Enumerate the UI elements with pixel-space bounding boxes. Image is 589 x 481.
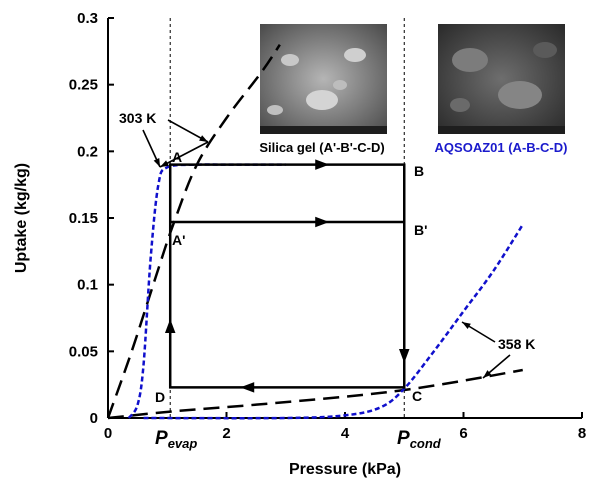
x-tick-labels: 0 2 4 6 8	[104, 425, 586, 442]
cycle-group	[164, 159, 410, 393]
x-tick-label: 0	[104, 425, 112, 442]
pointer-303-to-silica-head	[199, 135, 208, 142]
series-line-silica-gel-303-k	[106, 43, 281, 419]
silica-gel-sem-image	[260, 24, 387, 134]
aqsoaz01-caption: AQSOAZ01 (A-B-C-D)	[435, 140, 568, 155]
annotations-group	[142, 119, 511, 379]
y-tick-label: 0	[90, 410, 98, 427]
series-line-silica-gel-358-k	[107, 368, 523, 420]
silica-gel-caption: Silica gel (A'-B'-C-D)	[259, 140, 384, 155]
x-tick-label: 4	[341, 425, 350, 442]
point-label-b: B	[414, 163, 424, 179]
arrow-a-to-b	[315, 159, 330, 170]
y-tick-label: 0.3	[77, 10, 98, 27]
y-axis-title: Uptake (kg/kg)	[13, 163, 30, 273]
arrow-a-prime-to-b-prime	[315, 216, 330, 228]
arrow-d-to-a	[164, 319, 176, 333]
point-label-d: D	[155, 389, 165, 405]
x-tick-label: 8	[578, 425, 586, 442]
y-tick-label: 0.1	[77, 277, 98, 294]
point-label-b-prime: B'	[414, 222, 427, 238]
y-tick-labels: 0 0.05 0.1 0.15 0.2 0.25 0.3	[69, 10, 98, 427]
arrow-c-to-d	[240, 382, 255, 393]
arrow-b-to-c	[399, 349, 410, 363]
p-cond-label: Pcond	[397, 428, 442, 451]
aqsoaz01-sem-image	[438, 24, 565, 134]
point-label-a: A	[172, 149, 182, 165]
x-tick-label: 6	[459, 425, 467, 442]
y-tick-label: 0.25	[69, 77, 98, 94]
y-tick-label: 0.2	[77, 143, 98, 160]
pointer-358-to-silica-head	[483, 370, 492, 378]
series-line-aqsoaz01-358-k	[143, 223, 524, 420]
cycle-rectangle	[168, 163, 406, 389]
y-tick-label: 0.05	[69, 343, 98, 360]
point-label-a-prime: A'	[172, 232, 185, 248]
pointer-358-to-aqsoa-head	[462, 322, 471, 330]
temp-358-label: 358 K	[498, 336, 535, 352]
pointer-303-connector	[159, 141, 209, 168]
y-tick-label: 0.15	[69, 210, 98, 227]
temp-303-label: 303 K	[119, 110, 156, 126]
x-axis-title: Pressure (kPa)	[289, 461, 401, 478]
pointer-303-to-aqsoa-head	[153, 158, 160, 167]
pointer-303-connector-head	[160, 160, 169, 167]
x-tick-label: 2	[222, 425, 230, 442]
point-label-c: C	[412, 388, 422, 404]
p-evap-label: Pevap	[155, 428, 197, 451]
